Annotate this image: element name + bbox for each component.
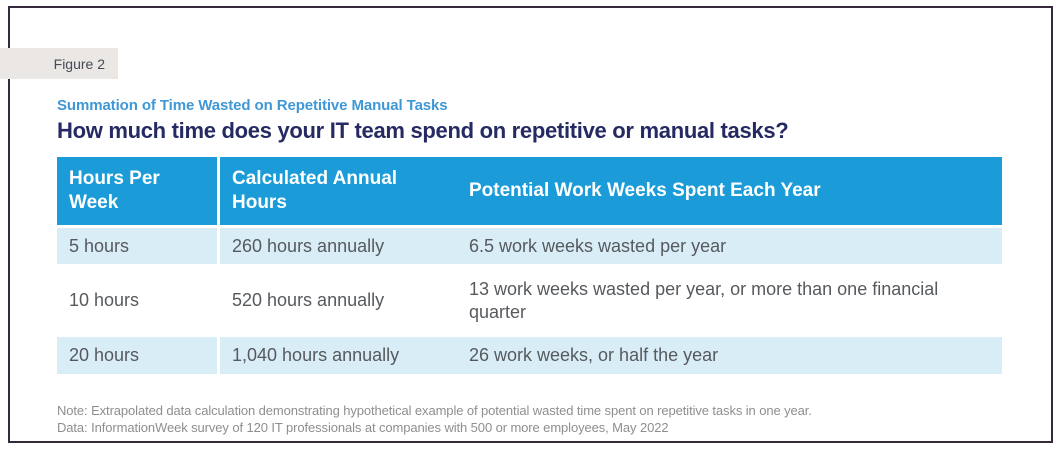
table-cell: 6.5 work weeks wasted per year xyxy=(469,235,727,256)
table-cell: 5 hours xyxy=(57,227,220,264)
figure-content: Summation of Time Wasted on Repetitive M… xyxy=(57,97,1002,436)
table-cell: 26 work weeks, or half the year xyxy=(469,345,719,365)
page-title: How much time does your IT team spend on… xyxy=(57,118,789,143)
table-cell: 1,040 hours annually xyxy=(232,345,400,365)
figure-footnotes: Note: Extrapolated data calculation demo… xyxy=(57,402,1002,436)
table-cell: 13 work weeks wasted per year, or more t… xyxy=(469,279,939,322)
figure-badge: Figure 2 xyxy=(0,48,118,79)
note-line: Note: Extrapolated data calculation demo… xyxy=(57,402,812,418)
table-header-potential-work-weeks: Potential Work Weeks Spent Each Year xyxy=(469,179,821,201)
figure-subtitle: Summation of Time Wasted on Repetitive M… xyxy=(57,97,448,114)
table-row: 20 hours 1,040 hours annually 26 work we… xyxy=(57,337,1002,377)
table-body: 5 hours 260 hours annually 6.5 work week… xyxy=(57,227,1002,377)
table-cell: 10 hours xyxy=(57,267,220,334)
table-cell: 260 hours annually xyxy=(232,235,385,256)
table-row: 10 hours 520 hours annually 13 work week… xyxy=(57,267,1002,337)
table-header-row: Hours Per Week Calculated Annual Hours P… xyxy=(57,157,1002,228)
table-row: 5 hours 260 hours annually 6.5 work week… xyxy=(57,227,1002,267)
table-header-calculated-annual-hours: Calculated Annual Hours xyxy=(232,168,398,213)
data-source-line: Data: InformationWeek survey of 120 IT p… xyxy=(57,419,669,435)
table-cell: 20 hours xyxy=(57,337,220,374)
figure-label: Figure 2 xyxy=(53,55,105,72)
table-header-hours-per-week: Hours Per Week xyxy=(57,157,220,225)
figure-table: Hours Per Week Calculated Annual Hours P… xyxy=(57,157,1002,377)
table-cell: 520 hours annually xyxy=(232,290,385,311)
